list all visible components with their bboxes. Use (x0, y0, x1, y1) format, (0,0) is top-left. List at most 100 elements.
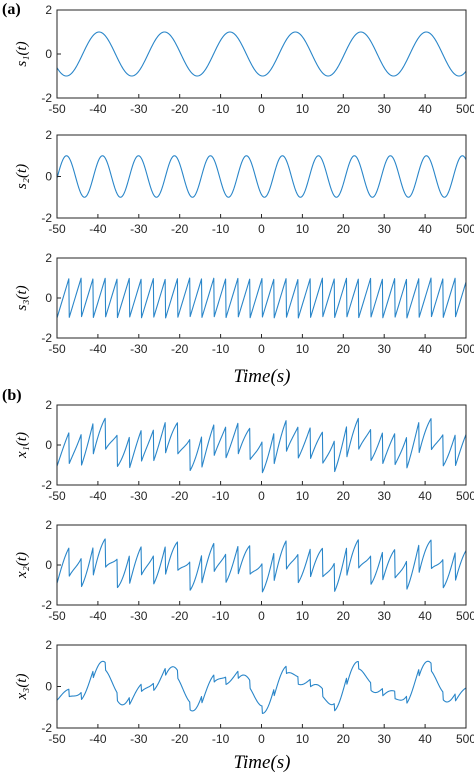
x-tick-label: 20 (337, 732, 351, 746)
y-tick-label: 0 (45, 558, 52, 572)
y-tick-label: -2 (41, 478, 52, 492)
x-tick-label: -20 (171, 342, 189, 356)
x-tick-label: 10 (296, 102, 310, 116)
y-axis-label: s₁(t) (14, 41, 30, 66)
x-axis-title-a: Time(s) (234, 366, 291, 387)
x-tick-label: -10 (212, 342, 230, 356)
series-line (56, 31, 467, 77)
x-tick-label: 20 (337, 609, 351, 623)
y-tick-label: 2 (45, 518, 52, 532)
axes-frame (56, 9, 467, 99)
panel-b-label: (b) (2, 387, 22, 404)
y-tick-label: -2 (41, 331, 52, 345)
x-tick-label: 10 (296, 489, 310, 503)
x-tick-label: 30 (378, 222, 392, 236)
y-tick-label: 2 (45, 398, 52, 412)
x-tick-label: -20 (171, 609, 189, 623)
y-tick-label: -2 (41, 598, 52, 612)
x-tick-label: 20 (337, 342, 351, 356)
y-axis-label: x₃(t) (14, 673, 30, 700)
x-tick-label: 10 (296, 342, 310, 356)
y-tick-label: 0 (45, 438, 52, 452)
y-tick-label: 0 (45, 170, 52, 184)
x-tick-label: -20 (171, 732, 189, 746)
x-tick-label: 10 (296, 609, 310, 623)
y-tick-label: -2 (41, 211, 52, 225)
x-tick-label: 0 (258, 609, 265, 623)
x-tick-label: -20 (171, 102, 189, 116)
axes-frame (56, 134, 467, 219)
x-axis-title-b: Time(s) (234, 752, 291, 773)
x-tick-label: -10 (212, 222, 230, 236)
x-tick-label: 30 (378, 732, 392, 746)
y-axis-label: x₂(t) (14, 552, 30, 579)
series-line (56, 417, 467, 474)
x-tick-label: -50 (48, 102, 66, 116)
y-tick-label: 2 (45, 638, 52, 652)
y-tick-label: 0 (45, 291, 52, 305)
y-tick-label: 2 (45, 128, 52, 142)
y-axis-label: x₁(t) (14, 432, 30, 459)
x-tick-label: 500 (456, 609, 474, 623)
x-tick-label: -40 (89, 342, 107, 356)
x-tick-label: -10 (212, 102, 230, 116)
x-tick-label: -10 (212, 489, 230, 503)
x-tick-label: 40 (418, 609, 432, 623)
panel-a-label: (a) (2, 1, 21, 18)
x-tick-label: 40 (418, 732, 432, 746)
x-tick-label: 500 (456, 102, 474, 116)
x-tick-label: 30 (378, 102, 392, 116)
x-tick-label: -50 (48, 342, 66, 356)
x-tick-label: 40 (418, 342, 432, 356)
x-tick-label: 500 (456, 732, 474, 746)
x-tick-label: 0 (258, 489, 265, 503)
x-tick-label: -40 (89, 102, 107, 116)
x-tick-label: 40 (418, 102, 432, 116)
x-tick-label: -50 (48, 222, 66, 236)
axes-frame (56, 257, 467, 339)
y-tick-label: -2 (41, 91, 52, 105)
x-tick-label: -40 (89, 489, 107, 503)
x-tick-label: -30 (130, 489, 148, 503)
x-tick-label: 20 (337, 489, 351, 503)
x-tick-label: -10 (212, 732, 230, 746)
x-tick-label: -30 (130, 732, 148, 746)
x-tick-label: 500 (456, 342, 474, 356)
x-tick-label: -30 (130, 222, 148, 236)
x-tick-label: 500 (456, 222, 474, 236)
x-tick-label: -50 (48, 609, 66, 623)
y-tick-label: 2 (45, 3, 52, 17)
x-tick-label: 10 (296, 732, 310, 746)
x-tick-label: 500 (456, 489, 474, 503)
x-tick-label: 20 (337, 102, 351, 116)
x-tick-label: -40 (89, 609, 107, 623)
x-tick-label: -50 (48, 732, 66, 746)
x-tick-label: -30 (130, 102, 148, 116)
y-axis-label: s₂(t) (14, 164, 30, 189)
axes-frame (56, 644, 467, 729)
x-tick-label: -30 (130, 342, 148, 356)
x-tick-label: 0 (258, 342, 265, 356)
series-line (56, 155, 467, 198)
y-tick-label: 2 (45, 251, 52, 265)
series-line (56, 277, 467, 319)
x-tick-label: -40 (89, 222, 107, 236)
series-line (56, 660, 467, 714)
x-tick-label: 10 (296, 222, 310, 236)
y-tick-label: 0 (45, 680, 52, 694)
x-tick-label: 40 (418, 489, 432, 503)
x-tick-label: 30 (378, 489, 392, 503)
x-tick-label: -20 (171, 489, 189, 503)
x-tick-label: -10 (212, 609, 230, 623)
x-tick-label: 30 (378, 609, 392, 623)
x-tick-label: -20 (171, 222, 189, 236)
x-tick-label: 0 (258, 102, 265, 116)
y-tick-label: 0 (45, 47, 52, 61)
